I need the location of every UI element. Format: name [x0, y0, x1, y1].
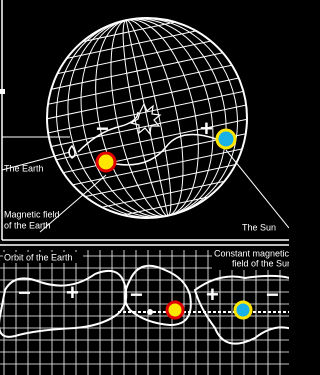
sign: +: [206, 282, 219, 307]
sun-field-label: Constant magnetic: [214, 248, 289, 258]
diagram: − + The Earth Magnetic field of the Eart…: [0, 0, 289, 375]
sign: +: [200, 116, 213, 141]
sun-dot: [217, 130, 235, 148]
field-label: of the Earth: [4, 220, 51, 230]
center-dot: [147, 309, 153, 315]
sign: −: [96, 116, 109, 141]
earth-dot: [97, 153, 115, 171]
earth-dot: [167, 302, 183, 318]
sun-field-label: field of the Sun: [232, 258, 289, 268]
orbit-label: Orbit of the Earth: [4, 252, 73, 262]
marker: [0, 89, 5, 94]
field-label: Magnetic field: [4, 209, 60, 219]
sun-dot: [235, 302, 251, 318]
sun-label: The Sun: [242, 222, 276, 232]
sign: −: [130, 282, 143, 307]
sign: −: [266, 282, 279, 307]
sign: +: [66, 280, 79, 305]
sign: −: [18, 280, 31, 305]
earth-label: The Earth: [4, 163, 44, 173]
